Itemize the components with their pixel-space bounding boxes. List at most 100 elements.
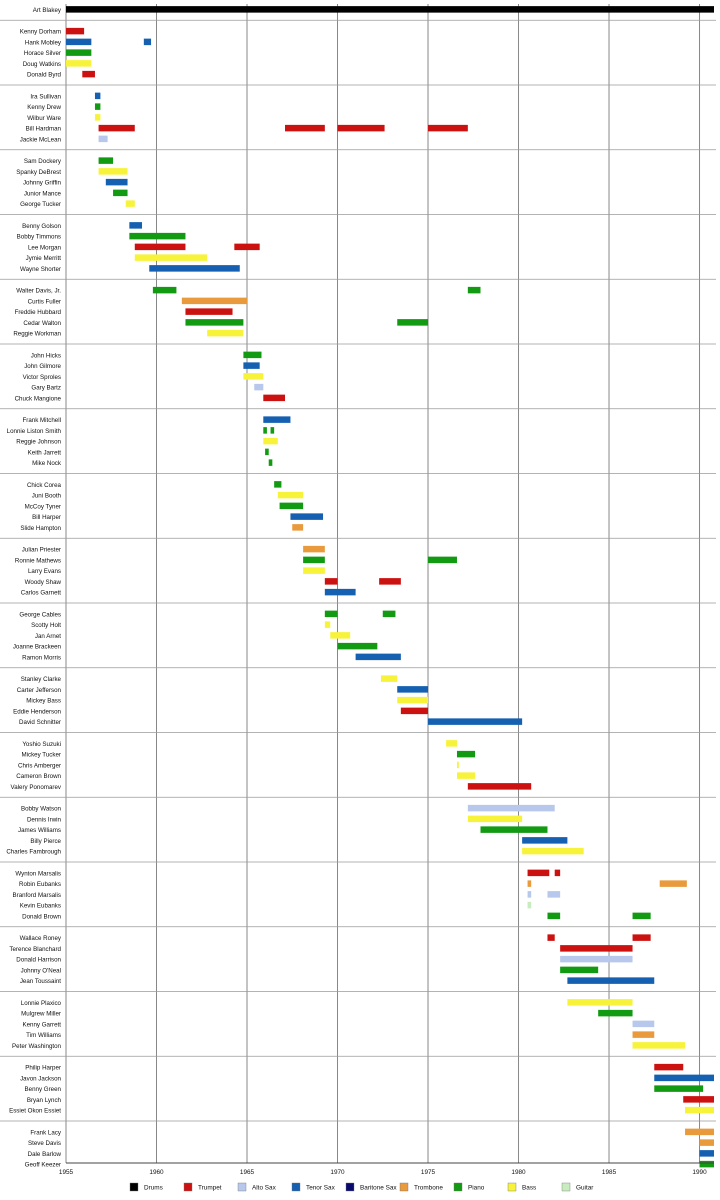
bar-sam-dockery-1	[98, 157, 114, 164]
bar-donald-brown-2	[632, 912, 651, 920]
member-label-benny-golson: Benny Golson	[22, 223, 61, 230]
x-tick-label-1970: 1970	[330, 1169, 345, 1176]
member-label-mulgrew-miller: Mulgrew Miller	[21, 1011, 61, 1018]
bar-jan-arnet-1	[330, 632, 351, 639]
member-label-kenny-garrett: Kenny Garrett	[22, 1021, 61, 1028]
bar-javon-jackson-1	[654, 1074, 714, 1082]
x-tick-label-1965: 1965	[240, 1169, 255, 1176]
legend-swatch-barisax	[345, 1182, 355, 1192]
legend-label-piano: Piano	[468, 1185, 485, 1192]
bar-keith-jarrett-1	[265, 448, 269, 456]
member-label-jan-arnet: Jan Arnet	[35, 633, 61, 640]
member-label-peter-washington: Peter Washington	[12, 1043, 62, 1050]
member-label-woody-shaw: Woody Shaw	[25, 579, 62, 586]
bar-john-gilmore-1	[243, 362, 260, 369]
group-separators	[0, 19, 716, 1122]
member-label-bobby-watson: Bobby Watson	[21, 806, 62, 813]
grid-lines	[65, 4, 701, 1163]
bar-bryan-lynch-1	[683, 1096, 714, 1103]
legend-swatch-trombone	[399, 1182, 409, 1192]
member-label-james-williams: James Williams	[18, 827, 61, 834]
member-label-art-blakey: Art Blakey	[33, 7, 62, 14]
legend: Drums Trumpet Alto Sax Tenor Sax Baritone Sa…	[129, 1182, 594, 1192]
member-label-david-schnitter: David Schnitter	[19, 719, 61, 726]
bar-wallace-roney-2	[632, 934, 651, 941]
member-label-george-tucker: George Tucker	[20, 201, 61, 208]
bar-chuck-mangione-1	[263, 394, 286, 402]
member-labels: Art Blakey Kenny Dorham Hank Mobley Horace …	[6, 7, 62, 1169]
bar-chris-amberger-1	[456, 761, 459, 769]
bar-spanky-debrest-1	[98, 168, 128, 175]
bar-wynton-marsalis-1	[527, 869, 550, 877]
member-label-ira-sullivan: Ira Sullivan	[30, 93, 61, 100]
member-label-charles-fambrough: Charles Fambrough	[6, 849, 61, 856]
bar-carlos-garnett-1	[324, 588, 356, 596]
bar-cameron-brown-1	[456, 772, 476, 779]
member-label-javon-jackson: Javon Jackson	[20, 1075, 61, 1082]
member-label-benny-green: Benny Green	[25, 1086, 62, 1093]
bar-george-cables-1	[324, 610, 338, 618]
member-label-freddie-hubbard: Freddie Hubbard	[15, 309, 62, 316]
bar-benny-golson-1	[129, 222, 143, 229]
member-label-johnny-o-neal: Johnny O'Neal	[21, 967, 61, 974]
member-label-bill-hardman: Bill Hardman	[26, 126, 62, 133]
member-label-terence-blanchard: Terence Blanchard	[9, 946, 61, 953]
bar-bill-harper-1	[290, 513, 324, 520]
bar-ronnie-mathews-2	[428, 556, 457, 564]
legend-label-tenorsax: Tenor Sax	[306, 1185, 336, 1192]
bar-juni-booth-1	[277, 491, 304, 499]
bar-frank-lacy-1	[685, 1128, 714, 1136]
member-label-bryan-lynch: Bryan Lynch	[27, 1097, 62, 1104]
member-label-bill-harper: Bill Harper	[32, 514, 61, 521]
bar-larry-evans-1	[303, 567, 325, 574]
member-label-kenny-drew: Kenny Drew	[27, 104, 61, 111]
member-label-reggie-johnson: Reggie Johnson	[16, 439, 61, 446]
member-label-bobby-timmons: Bobby Timmons	[17, 234, 61, 241]
member-label-jean-toussaint: Jean Toussaint	[20, 978, 61, 985]
member-label-sam-dockery: Sam Dockery	[24, 158, 62, 165]
member-label-carlos-garnett: Carlos Garnett	[21, 590, 62, 597]
legend-label-trombone: Trombone	[414, 1185, 443, 1192]
member-label-gary-bartz: Gary Bartz	[31, 385, 61, 392]
member-label-keith-jarrett: Keith Jarrett	[28, 449, 62, 456]
bar-peter-washington-1	[632, 1042, 686, 1049]
bar-yoshio-suzuki-1	[446, 740, 457, 747]
bar-cedar-walton-1	[185, 319, 244, 326]
bar-gary-bartz-1	[254, 383, 264, 391]
member-label-hank-mobley: Hank Mobley	[25, 39, 62, 46]
member-label-branford-marsalis: Branford Marsalis	[13, 892, 62, 899]
member-label-dale-barlow: Dale Barlow	[28, 1151, 62, 1158]
bar-bill-hardman-3	[337, 124, 385, 132]
bar-joanne-brackeen-1	[337, 642, 378, 650]
member-label-larry-evans: Larry Evans	[28, 568, 61, 575]
bar-mike-nock-1	[268, 459, 273, 466]
member-label-spanky-debrest: Spanky DeBrest	[16, 169, 61, 176]
member-label-chick-corea: Chick Corea	[27, 482, 62, 489]
legend-label-altosax: Alto Sax	[252, 1185, 277, 1192]
member-label-lonnie-liston-smith: Lonnie Liston Smith	[7, 428, 62, 435]
bar-geoff-keezer-1	[699, 1160, 714, 1168]
member-label-dennis-irwin: Dennis Irwin	[27, 816, 62, 823]
bar-jean-toussaint-1	[567, 977, 655, 984]
bar-ramon-morris-1	[355, 653, 401, 661]
member-label-mickey-bass: Mickey Bass	[26, 698, 61, 705]
bar-kenny-drew-1	[94, 103, 101, 110]
member-label-donald-harrison: Donald Harrison	[16, 957, 61, 964]
member-label-walter-davis-jr: Walter Davis, Jr.	[16, 288, 61, 295]
member-label-donald-brown: Donald Brown	[22, 913, 61, 920]
bar-charles-fambrough-1	[522, 847, 584, 855]
legend-label-trumpet: Trumpet	[198, 1185, 222, 1192]
x-tick-label-1960: 1960	[149, 1169, 164, 1176]
member-label-robin-eubanks: Robin Eubanks	[19, 881, 61, 888]
member-label-slide-hampton: Slide Hampton	[20, 525, 61, 532]
member-label-cedar-walton: Cedar Walton	[23, 320, 61, 327]
legend-label-bass: Bass	[522, 1185, 536, 1192]
member-label-steve-davis: Steve Davis	[28, 1140, 61, 1147]
member-label-wallace-roney: Wallace Roney	[20, 935, 62, 942]
bar-walter-davis-jr-1	[152, 286, 177, 294]
x-tick-label-1975: 1975	[421, 1169, 436, 1176]
bar-wynton-marsalis-2	[554, 869, 561, 877]
member-label-jackie-mclean: Jackie McLean	[20, 136, 62, 143]
bar-billy-pierce-1	[522, 837, 568, 844]
